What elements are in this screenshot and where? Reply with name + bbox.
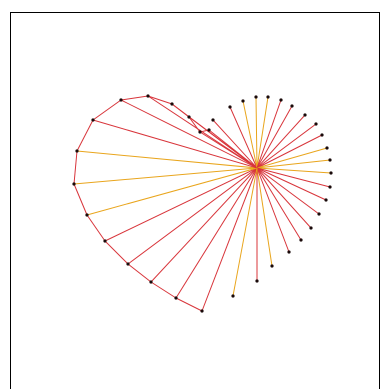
nail xyxy=(103,239,107,243)
radial-thread xyxy=(256,114,306,169)
outline-thread xyxy=(127,263,152,283)
nail xyxy=(328,185,332,189)
nail xyxy=(320,133,324,137)
radial-thread xyxy=(86,167,258,216)
outline-thread xyxy=(92,99,122,121)
nail xyxy=(254,95,258,99)
radial-thread xyxy=(256,167,320,215)
nail xyxy=(231,294,235,298)
outline-thread xyxy=(73,183,88,216)
outline-thread xyxy=(147,95,173,105)
outline-thread xyxy=(76,119,94,152)
radial-thread xyxy=(256,167,273,267)
nail xyxy=(170,102,174,106)
radial-thread xyxy=(256,167,331,188)
nail xyxy=(91,118,95,122)
nail xyxy=(324,198,328,202)
radial-thread xyxy=(175,167,258,299)
radial-thread xyxy=(256,123,317,169)
threads xyxy=(73,95,332,312)
nail xyxy=(303,113,307,117)
radial-thread xyxy=(104,167,258,242)
nails xyxy=(72,94,333,313)
radial-thread xyxy=(201,167,258,312)
radial-thread xyxy=(150,167,258,283)
nail xyxy=(207,128,211,132)
radial-thread xyxy=(256,167,290,253)
nail xyxy=(85,213,89,217)
nail xyxy=(187,115,191,119)
outline-thread xyxy=(73,150,78,185)
nail xyxy=(241,99,245,103)
outline-thread xyxy=(86,214,106,242)
radial-thread xyxy=(232,167,258,297)
radial-thread xyxy=(76,150,258,169)
radial-thread xyxy=(256,96,269,169)
radial-thread xyxy=(255,96,258,169)
nail xyxy=(72,182,76,186)
frame xyxy=(10,12,380,389)
radial-thread xyxy=(92,119,258,169)
outline-thread xyxy=(120,95,149,101)
nail xyxy=(299,238,303,242)
nail xyxy=(317,212,321,216)
radial-thread xyxy=(256,134,323,169)
nail xyxy=(198,130,202,134)
radial-thread xyxy=(256,167,332,174)
nail xyxy=(200,309,204,313)
nail xyxy=(328,158,332,162)
nail xyxy=(287,250,291,254)
radial-thread xyxy=(256,105,293,169)
radial-thread xyxy=(229,106,258,169)
nail xyxy=(290,104,294,108)
nail xyxy=(309,226,313,230)
nail xyxy=(149,280,153,284)
radial-thread xyxy=(242,100,258,169)
nail xyxy=(270,264,274,268)
radial-thread xyxy=(212,119,258,169)
radial-thread xyxy=(256,99,282,169)
radial-thread xyxy=(127,167,258,265)
nail xyxy=(146,94,150,98)
outline-thread xyxy=(104,240,129,265)
nail xyxy=(174,296,178,300)
nail xyxy=(211,118,215,122)
nail xyxy=(325,146,329,150)
nail xyxy=(126,262,130,266)
radial-thread xyxy=(199,131,258,169)
nail xyxy=(314,122,318,126)
nail xyxy=(119,98,123,102)
nail xyxy=(75,149,79,153)
nail xyxy=(329,171,333,175)
nail xyxy=(266,95,270,99)
outline-thread xyxy=(175,297,203,312)
nail xyxy=(228,105,232,109)
nail xyxy=(279,98,283,102)
radial-thread xyxy=(208,129,258,169)
radial-thread xyxy=(256,167,327,201)
nail xyxy=(255,279,259,283)
radial-thread xyxy=(256,167,302,241)
radial-thread xyxy=(256,167,312,229)
radial-thread xyxy=(256,159,331,169)
radial-thread xyxy=(256,147,328,169)
outline-thread xyxy=(150,281,177,299)
radial-thread xyxy=(73,167,258,185)
radial-thread xyxy=(120,99,258,169)
